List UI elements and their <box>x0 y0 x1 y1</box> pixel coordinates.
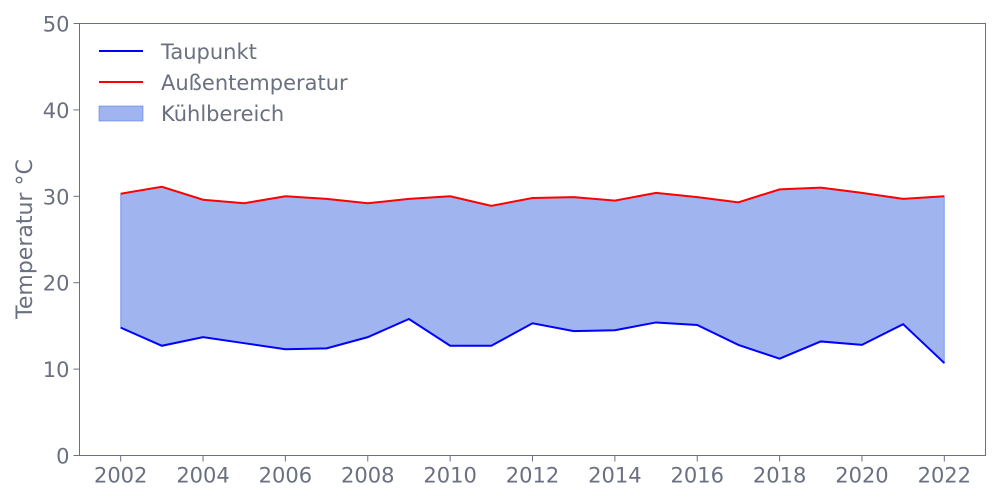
y-tick-label: 30 <box>43 185 70 209</box>
y-axis-label: Temperatur °C <box>13 159 38 320</box>
x-tick-label: 2018 <box>753 464 806 488</box>
legend: Taupunkt Außentemperatur Kühlbereich <box>98 40 348 126</box>
y-tick-label: 50 <box>43 13 70 37</box>
legend-label-aussentemperatur: Außentemperatur <box>161 71 348 95</box>
x-tick-label: 2006 <box>259 464 312 488</box>
x-tick-label: 2016 <box>671 464 724 488</box>
legend-label-taupunkt: Taupunkt <box>160 40 257 64</box>
series-line-taupunkt <box>120 317 946 364</box>
x-tick-label: 2004 <box>176 464 229 488</box>
legend-swatch-kuehlbereich <box>98 105 144 122</box>
y-tick-label: 10 <box>43 358 70 382</box>
legend-label-kuehlbereich: Kühlbereich <box>161 102 284 126</box>
series-line-aussentemperatur <box>120 185 945 207</box>
x-tick-label: 2022 <box>918 464 971 488</box>
x-tick-label: 2002 <box>94 464 147 488</box>
y-tick-label: 20 <box>43 272 70 296</box>
y-tick-label: 0 <box>56 445 69 469</box>
x-tick-label: 2012 <box>506 464 559 488</box>
x-tick-label: 2014 <box>588 464 641 488</box>
x-tick-label: 2010 <box>423 464 476 488</box>
y-tick-label: 40 <box>43 99 70 123</box>
x-tick-label: 2020 <box>835 464 888 488</box>
fill-kuehlbereich <box>120 186 945 365</box>
x-tick-label: 2008 <box>341 464 394 488</box>
